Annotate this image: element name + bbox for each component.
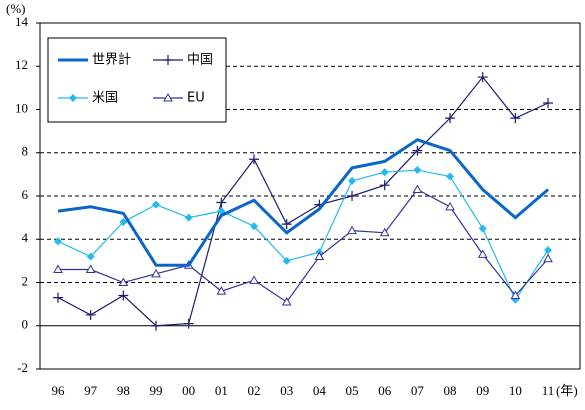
y-tick-label: -2 <box>17 360 28 375</box>
marker <box>412 145 423 156</box>
marker <box>53 292 63 303</box>
x-tick-label: 09 <box>476 383 489 398</box>
x-tick-label: 99 <box>150 383 163 398</box>
y-tick-label: 8 <box>22 144 29 159</box>
marker <box>544 246 553 255</box>
x-tick-label: 05 <box>346 383 359 398</box>
marker <box>54 237 62 246</box>
legend-label: 世界計 <box>92 52 131 68</box>
x-tick-label: 98 <box>117 383 130 398</box>
marker <box>477 72 488 83</box>
y-unit: (%) <box>6 1 26 16</box>
series-line <box>57 138 550 267</box>
marker <box>216 286 227 295</box>
marker <box>249 275 259 284</box>
marker <box>379 180 390 191</box>
marker <box>86 252 95 261</box>
marker <box>216 197 227 208</box>
marker <box>445 113 456 124</box>
x-tick-label: 07 <box>411 383 425 398</box>
marker <box>281 296 292 306</box>
legend-label: EU <box>187 91 205 106</box>
x-unit: (年) <box>556 383 578 398</box>
marker <box>510 113 521 124</box>
y-tick-label: 4 <box>22 230 29 245</box>
marker <box>119 217 128 226</box>
y-tick-label: 12 <box>15 57 28 72</box>
marker <box>183 318 194 329</box>
marker <box>85 264 96 274</box>
x-tick-label: 06 <box>378 383 392 398</box>
x-tick-label: 11 <box>542 383 555 398</box>
marker <box>347 191 358 201</box>
legend-marker <box>69 94 77 102</box>
x-tick-label: 10 <box>509 383 522 398</box>
marker <box>543 253 553 263</box>
y-tick-label: 0 <box>22 317 29 332</box>
marker <box>477 249 488 258</box>
y-tick-label: 6 <box>22 187 29 202</box>
legend-label: 中国 <box>187 53 213 68</box>
x-tick-label: 01 <box>215 383 228 398</box>
marker <box>118 290 129 301</box>
plot-frame <box>39 22 581 370</box>
series-line <box>58 188 549 303</box>
marker <box>543 98 554 109</box>
marker <box>348 176 357 185</box>
x-tick-label: 03 <box>280 383 293 398</box>
marker <box>510 290 521 299</box>
marker <box>151 268 161 278</box>
legend-marker <box>163 92 173 102</box>
y-tick-label: 2 <box>22 273 29 288</box>
y-tick-label: 10 <box>15 100 28 115</box>
marker <box>446 172 455 181</box>
x-tick-label: 08 <box>444 383 457 398</box>
marker <box>379 227 390 237</box>
marker <box>250 222 259 231</box>
y-tick-label: 14 <box>15 14 29 29</box>
series-line <box>57 169 549 302</box>
x-tick-label: 96 <box>52 383 66 398</box>
marker <box>184 213 193 222</box>
series-line <box>57 76 549 327</box>
marker <box>282 256 291 265</box>
marker <box>413 166 422 175</box>
marker <box>152 200 161 209</box>
marker <box>249 154 260 165</box>
marker <box>85 309 96 320</box>
marker <box>118 277 129 286</box>
marker <box>380 168 389 177</box>
x-tick-label: 00 <box>182 383 195 398</box>
legend-marker <box>163 55 173 65</box>
x-tick-label: 02 <box>248 383 261 398</box>
x-tick-label: 04 <box>313 383 327 398</box>
marker <box>478 224 487 233</box>
legend-box <box>47 37 227 123</box>
marker <box>281 219 292 230</box>
legend-label: 米国 <box>92 91 118 106</box>
marker <box>347 225 357 235</box>
marker <box>151 320 162 331</box>
marker <box>445 201 455 211</box>
marker <box>53 264 63 274</box>
marker <box>412 184 423 194</box>
marker <box>314 251 325 261</box>
x-tick-label: 97 <box>84 383 98 398</box>
